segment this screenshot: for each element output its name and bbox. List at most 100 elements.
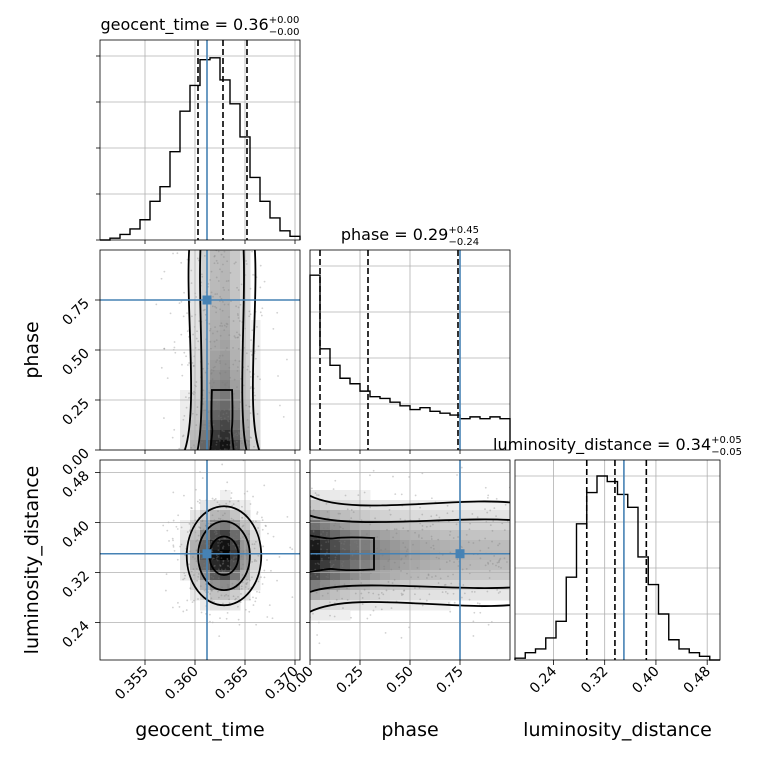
sample-point [421, 513, 424, 516]
density-cell [250, 570, 261, 581]
sample-point [342, 560, 345, 563]
sample-point [210, 541, 212, 543]
sample-point [208, 382, 211, 385]
sample-point [326, 551, 328, 554]
sample-point [276, 579, 278, 582]
sample-point [445, 561, 448, 564]
sample-point [210, 589, 213, 592]
sample-point [456, 474, 458, 476]
density-cell [480, 580, 491, 591]
sample-point [403, 562, 406, 565]
sample-point [219, 439, 221, 442]
sample-point [222, 523, 225, 526]
sample-point [362, 560, 365, 563]
sample-point [252, 520, 255, 523]
sample-point [360, 592, 363, 595]
sample-point [219, 565, 222, 567]
sample-point [217, 435, 220, 438]
density-cell [370, 600, 381, 611]
sample-point [250, 576, 253, 579]
density-cell [440, 540, 451, 551]
density-cell [230, 510, 241, 521]
sample-point [498, 542, 501, 545]
density-cell [250, 520, 261, 531]
sample-point [191, 392, 194, 395]
sample-point [202, 397, 205, 400]
sample-point [400, 594, 403, 596]
density-cell [250, 330, 261, 341]
sample-point [500, 566, 502, 569]
sample-point [403, 589, 406, 592]
sample-point [446, 592, 449, 595]
sample-point [224, 382, 227, 385]
sample-point [316, 634, 319, 636]
sample-point [186, 364, 189, 366]
density-cell [460, 580, 471, 591]
sample-point [249, 287, 252, 290]
sample-point [215, 554, 218, 556]
sample-point [211, 600, 214, 603]
y-tick-label: 0.25 [59, 396, 92, 429]
sample-point [271, 617, 274, 620]
sample-point [235, 578, 238, 581]
sample-point [223, 525, 226, 528]
density-cell [220, 440, 231, 450]
density-cell [220, 490, 231, 501]
sample-point [214, 498, 217, 500]
sample-point [215, 259, 218, 262]
sample-point [226, 323, 229, 326]
sample-point [313, 527, 316, 530]
sample-point [403, 590, 405, 592]
sample-point [441, 591, 444, 594]
sample-point [213, 600, 216, 603]
density-cell [420, 590, 431, 601]
sample-point [317, 494, 320, 497]
sample-point [255, 597, 257, 599]
sample-point [437, 538, 440, 541]
sample-point [222, 439, 225, 442]
sample-point [392, 475, 394, 478]
density-cell [200, 310, 211, 321]
density-cell [330, 580, 341, 591]
sample-point [197, 259, 200, 262]
sample-point [221, 563, 224, 565]
sample-point [174, 351, 177, 354]
density-cell [180, 560, 191, 571]
sample-point [191, 601, 194, 604]
sample-point [214, 345, 217, 348]
density-cell [320, 580, 331, 591]
density-cell [250, 580, 261, 591]
sample-point [389, 513, 392, 516]
title-plus: +0.45 [448, 225, 479, 236]
density-cell [330, 540, 341, 551]
x-axis-label-luminosity_distance: luminosity_distance [523, 719, 712, 741]
density-cell [210, 410, 221, 421]
sample-point [316, 494, 318, 496]
sample-point [202, 309, 205, 312]
density-cell [210, 260, 221, 271]
sample-point [215, 443, 218, 446]
density-cell [380, 520, 391, 531]
sample-point [369, 506, 372, 509]
density-cell [500, 590, 510, 601]
sample-point [334, 558, 337, 561]
contour-level-2 [183, 250, 261, 450]
sample-point [430, 535, 433, 538]
density-cell [200, 420, 211, 431]
density-cell [200, 350, 211, 361]
sample-point [346, 587, 348, 590]
sample-point [251, 560, 254, 563]
sample-point [487, 561, 489, 564]
sample-point [224, 537, 227, 540]
sample-point [237, 579, 240, 582]
sample-point [212, 369, 215, 372]
sample-point [443, 584, 446, 586]
sample-point [222, 602, 224, 605]
sample-point [223, 324, 226, 327]
sample-point [457, 536, 459, 538]
density-cell [210, 350, 221, 361]
sample-point [343, 540, 346, 543]
sample-point [220, 541, 223, 543]
density-cell [230, 350, 241, 361]
sample-point [215, 361, 218, 363]
